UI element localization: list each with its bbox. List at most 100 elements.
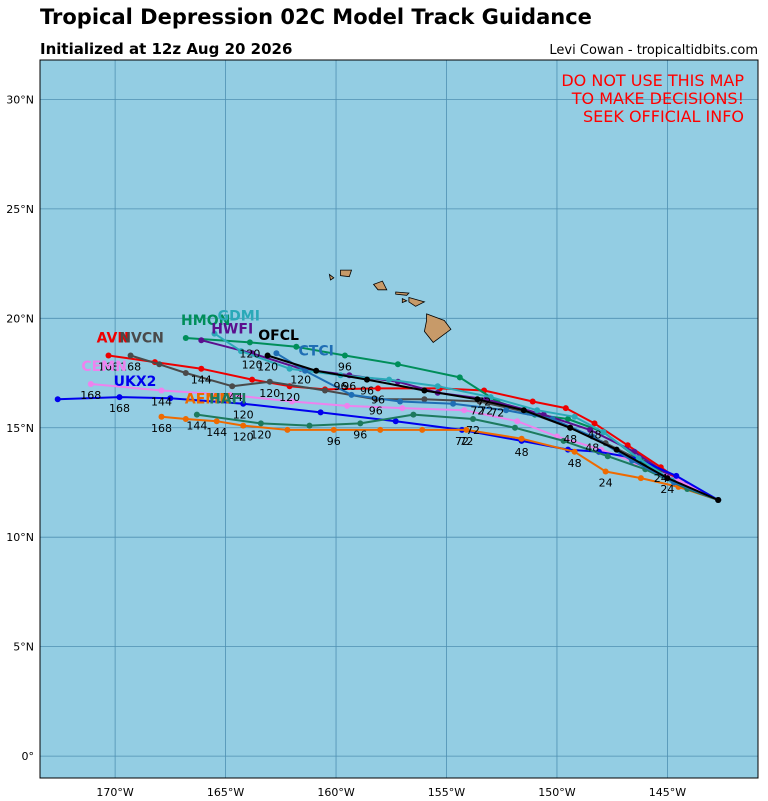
track-point-hafi	[257, 420, 264, 427]
track-point-gdmi	[286, 365, 293, 372]
island-kauai	[340, 269, 353, 278]
model-name-ofcl: OFCL	[258, 328, 299, 344]
track-point-cemn	[227, 391, 233, 398]
forecast-hour-label: 120	[259, 387, 280, 400]
forecast-hour-label: 96	[327, 435, 341, 448]
track-point-gdmi	[238, 348, 244, 355]
forecast-hour-label: 120	[279, 391, 300, 404]
track-point-ukx2	[392, 418, 399, 425]
model-name-ctci: CTCI	[299, 344, 334, 360]
forecast-hour-label: 48	[568, 457, 582, 470]
track-point-nvcn	[156, 361, 163, 368]
track-point-gdmi	[211, 330, 218, 337]
island-oahu	[372, 280, 388, 291]
track-point-hmon	[246, 339, 253, 346]
forecast-hour-label: 48	[588, 428, 602, 441]
track-point-avn	[591, 420, 598, 427]
forecast-hour-label: 96	[369, 404, 383, 417]
forecast-hour-label: 72	[459, 435, 473, 448]
map-frame	[39, 59, 759, 779]
track-point-ukx2	[317, 409, 324, 416]
track-point-ctci	[273, 350, 280, 357]
track-hafi	[196, 413, 719, 501]
forecast-hour-label: 96	[338, 361, 352, 374]
track-point-ofcl	[421, 387, 428, 394]
forecast-hour-label: 72	[490, 407, 504, 420]
model-name-nvcn: NVCN	[119, 330, 164, 346]
track-point-ofcl	[313, 367, 320, 374]
track-point-hmon	[341, 352, 348, 359]
track-point-ofcl	[567, 424, 574, 431]
track-point-ofcl	[364, 376, 370, 383]
track-point-avn	[105, 352, 112, 359]
track-point-hafi	[512, 424, 518, 431]
track-point-cemn	[514, 418, 521, 425]
forecast-hour-label: 72	[479, 404, 493, 417]
track-point-hafi	[193, 411, 200, 418]
track-point-avn	[198, 365, 205, 372]
track-point-hmon	[456, 374, 463, 381]
track-point-ctci	[503, 407, 510, 414]
model-name-gdmi: GDMI	[218, 309, 260, 325]
forecast-hour-label: 168	[151, 422, 172, 435]
track-point-hwfi	[587, 426, 594, 433]
track-point-ofcl	[520, 407, 527, 414]
forecast-hour-label: 120	[290, 374, 311, 387]
warning-line-3: SEEK OFFICIAL INFO	[583, 107, 744, 126]
track-point-avn	[375, 385, 381, 392]
track-point-cemn	[87, 381, 94, 387]
forecast-hour-labels: 24 48 72 96 120 144 168 96 120 144 168 72 96 120 72 96 1…	[80, 347, 674, 496]
axis-labels: 170°W 165°W 160°W 155°W 150°W 145°W 0° 5°N 10°N 1…	[6, 93, 686, 799]
forecast-hour-label: 168	[109, 402, 130, 415]
track-point-cemn	[399, 405, 406, 412]
forecast-hour-label: 96	[342, 380, 356, 393]
longitude-tick-label: 150°W	[538, 786, 575, 799]
island-hawaii	[423, 313, 452, 343]
forecast-hour-label: 144	[151, 396, 172, 409]
model-name-hafi: HAFI	[209, 392, 246, 408]
forecast-hour-label: 144	[191, 374, 212, 387]
track-point-nvcn	[266, 378, 273, 385]
map-title: Tropical Depression 02C Model Track Guid…	[40, 5, 592, 29]
forecast-hour-label: 144	[206, 426, 227, 439]
forecast-hour-label: 168	[80, 389, 101, 402]
island-maui	[408, 296, 426, 307]
track-point-gdmi	[487, 394, 494, 401]
forecast-hour-label: 168	[98, 361, 119, 374]
track-point-hafi	[306, 422, 313, 429]
track-point-hafi	[410, 411, 417, 418]
track-point-ofcl	[664, 475, 671, 482]
forecast-hour-label: 72	[466, 424, 480, 437]
track-point-gdmi	[635, 455, 642, 462]
latitude-tick-label: 15°N	[6, 422, 34, 435]
longitude-tick-label: 165°W	[207, 786, 244, 799]
forecast-hour-label: 96	[334, 380, 348, 393]
track-point-aemn	[284, 426, 291, 433]
forecast-hour-label: 120	[239, 347, 260, 360]
forecast-hour-label: 48	[515, 446, 529, 459]
track-point-cemn	[288, 398, 295, 405]
track-point-aemn	[518, 435, 525, 442]
track-point-avn	[562, 405, 569, 412]
forecast-hour-label: 144	[186, 420, 207, 433]
track-point-avn	[249, 376, 256, 383]
ocean-background	[39, 59, 759, 779]
map-subtitle: Initialized at 12z Aug 20 2026	[40, 40, 292, 58]
forecast-hour-label: 72	[455, 435, 469, 448]
latitude-tick-label: 30°N	[6, 93, 34, 106]
model-name-hwfi: HWFI	[211, 322, 253, 338]
track-point-aemn	[377, 426, 384, 433]
track-point-avn	[529, 398, 536, 405]
latitude-tick-label: 5°N	[13, 641, 34, 654]
forecast-hour-label: 48	[563, 433, 577, 446]
latitude-tick-label: 10°N	[6, 531, 34, 544]
forecast-hour-label: 120	[233, 409, 254, 422]
forecast-hour-label: 24	[660, 483, 674, 496]
forecast-hour-label: 48	[585, 442, 599, 455]
track-point-hwfi	[198, 337, 205, 344]
forecast-hour-label: 96	[353, 428, 367, 441]
island-molokai	[395, 291, 410, 296]
track-point-gdmi	[434, 383, 441, 390]
longitude-tick-label: 145°W	[649, 786, 686, 799]
